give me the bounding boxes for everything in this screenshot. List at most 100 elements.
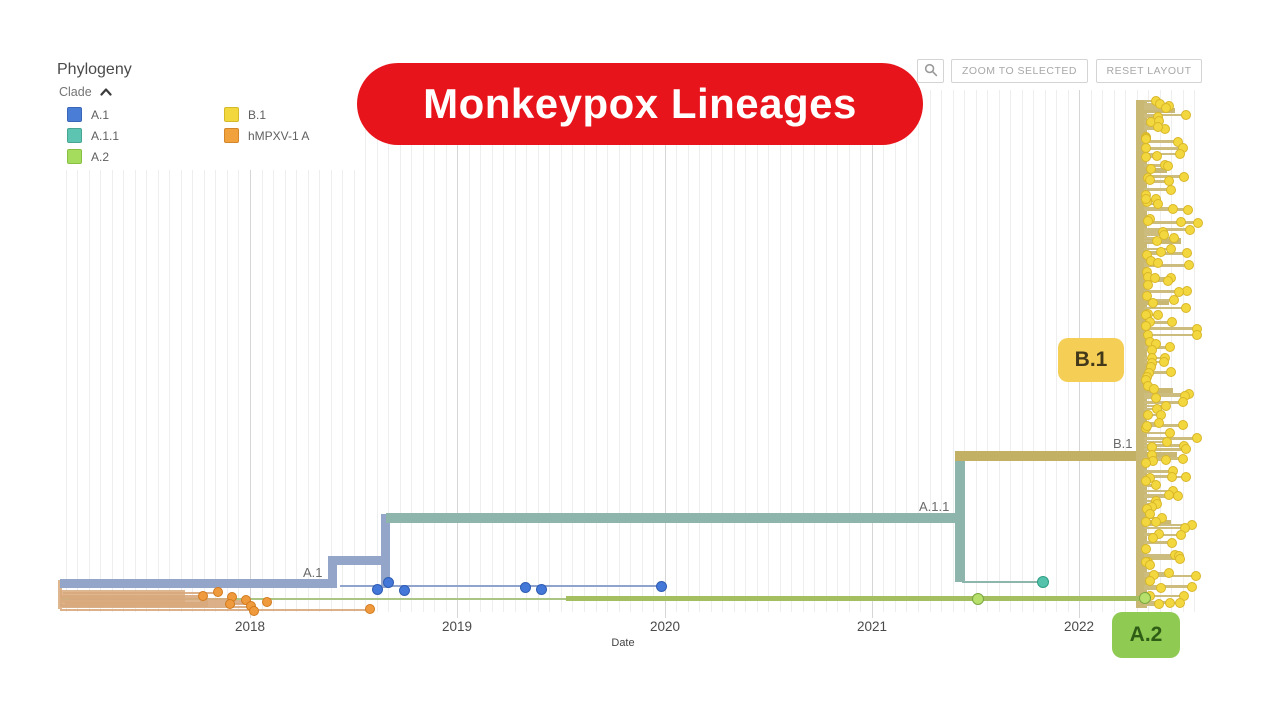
tree-branch[interactable] (386, 513, 962, 523)
tree-tip[interactable] (1151, 151, 1162, 162)
tree-tip[interactable] (1151, 235, 1162, 246)
tree-tip[interactable] (1179, 171, 1190, 182)
tree-tip[interactable] (1169, 294, 1180, 305)
tree-tip[interactable] (1164, 568, 1175, 579)
tree-tip[interactable] (1165, 342, 1176, 353)
tree-tip[interactable] (1190, 570, 1201, 581)
tree-tip[interactable] (1142, 420, 1153, 431)
tree-tip[interactable] (213, 587, 223, 597)
tree-tip[interactable] (1191, 329, 1202, 340)
tree-tip[interactable] (1139, 592, 1151, 604)
tree-branch[interactable] (63, 592, 220, 594)
tree-tip[interactable] (1167, 471, 1178, 482)
tree-branch[interactable] (1147, 168, 1167, 173)
tree-tip[interactable] (1176, 217, 1187, 228)
tree-branch[interactable] (381, 514, 390, 588)
tree-tip[interactable] (1141, 543, 1152, 554)
tree-branch[interactable] (60, 609, 370, 611)
tree-tip[interactable] (1177, 397, 1188, 408)
tree-tip[interactable] (1161, 455, 1172, 466)
tree-tip[interactable] (1156, 247, 1167, 258)
tree-tip[interactable] (1168, 232, 1179, 243)
tree-tip[interactable] (262, 597, 272, 607)
tree-branch[interactable] (62, 606, 252, 608)
tree-tip[interactable] (1037, 576, 1049, 588)
tree-tip[interactable] (1183, 204, 1194, 215)
legend-item-hmpxv[interactable]: hMPXV-1 A (224, 128, 309, 143)
tree-tip[interactable] (1148, 383, 1159, 394)
reset-layout-button[interactable]: RESET LAYOUT (1096, 59, 1202, 83)
tree-tip[interactable] (1143, 280, 1154, 291)
tree-tip[interactable] (1165, 597, 1176, 608)
tree-tip[interactable] (1178, 453, 1189, 464)
zoom-icon-button[interactable] (917, 59, 944, 83)
tree-tip[interactable] (249, 606, 259, 616)
tree-branch[interactable] (566, 596, 1146, 601)
tree-tip[interactable] (519, 581, 531, 593)
tree-tip[interactable] (1152, 121, 1163, 132)
color-by-clade-toggle[interactable]: Clade (59, 85, 112, 99)
tree-tip[interactable] (1161, 437, 1172, 448)
tree-tip[interactable] (1166, 537, 1177, 548)
tree-tip[interactable] (1141, 152, 1152, 163)
tree-tip[interactable] (972, 593, 984, 605)
legend-item-b1[interactable]: B.1 (224, 107, 266, 122)
tree-tip[interactable] (1162, 160, 1173, 171)
tree-tip[interactable] (1153, 309, 1164, 320)
tree-tip[interactable] (1166, 367, 1177, 378)
tree-tip[interactable] (1148, 532, 1159, 543)
tree-branch[interactable] (1147, 388, 1173, 393)
tree-tip[interactable] (1181, 472, 1192, 483)
tree-branch[interactable] (65, 602, 246, 604)
tree-tip[interactable] (398, 584, 410, 596)
tree-tip[interactable] (1175, 149, 1186, 160)
tree-tip[interactable] (1153, 599, 1164, 610)
tree-tip[interactable] (1184, 224, 1195, 235)
tree-tip[interactable] (1159, 356, 1170, 367)
tree-tip[interactable] (1160, 401, 1171, 412)
tree-tip[interactable] (1141, 457, 1152, 468)
tree-tip[interactable] (1145, 575, 1156, 586)
tree-tip[interactable] (1164, 489, 1175, 500)
tree-tip[interactable] (1144, 560, 1155, 571)
tree-branch[interactable] (1147, 452, 1177, 458)
tree-tip[interactable] (1163, 275, 1174, 286)
tree-tip[interactable] (1182, 248, 1193, 259)
tree-branch[interactable] (340, 585, 661, 587)
tree-tip[interactable] (1167, 203, 1178, 214)
tree-branch[interactable] (955, 451, 1140, 461)
tree-tip[interactable] (1173, 491, 1184, 502)
tree-tip[interactable] (535, 583, 547, 595)
tree-tip[interactable] (1141, 291, 1152, 302)
tree-branch[interactable] (1147, 108, 1175, 113)
tree-tip[interactable] (1151, 392, 1162, 403)
tree-tip[interactable] (1143, 409, 1154, 420)
tree-branch[interactable] (962, 581, 1043, 583)
tree-tip[interactable] (1173, 287, 1184, 298)
tree-tip[interactable] (1155, 583, 1166, 594)
zoom-to-selected-button[interactable]: ZOOM TO SELECTED (951, 59, 1088, 83)
tree-tip[interactable] (1167, 317, 1178, 328)
tree-tip[interactable] (1152, 258, 1163, 269)
tree-tip[interactable] (371, 583, 383, 595)
tree-tip[interactable] (1148, 298, 1159, 309)
tree-branch[interactable] (70, 598, 232, 600)
tree-tip[interactable] (1187, 581, 1198, 592)
tree-tip[interactable] (655, 580, 667, 592)
tree-tip[interactable] (1180, 303, 1191, 314)
tree-tip[interactable] (1183, 260, 1194, 271)
tree-tip[interactable] (225, 599, 235, 609)
tree-tip[interactable] (1176, 529, 1187, 540)
tree-tip[interactable] (1181, 444, 1192, 455)
tree-tip[interactable] (1145, 174, 1156, 185)
tree-branch[interactable] (60, 579, 335, 588)
tree-branch[interactable] (228, 603, 253, 605)
tree-tip[interactable] (1181, 109, 1192, 120)
tree-tip[interactable] (1150, 517, 1161, 528)
tree-branch[interactable] (328, 556, 337, 588)
tree-tip[interactable] (1151, 480, 1162, 491)
tree-branch[interactable] (328, 556, 390, 565)
tree-tip[interactable] (1142, 215, 1153, 226)
tree-tip[interactable] (1161, 103, 1172, 114)
